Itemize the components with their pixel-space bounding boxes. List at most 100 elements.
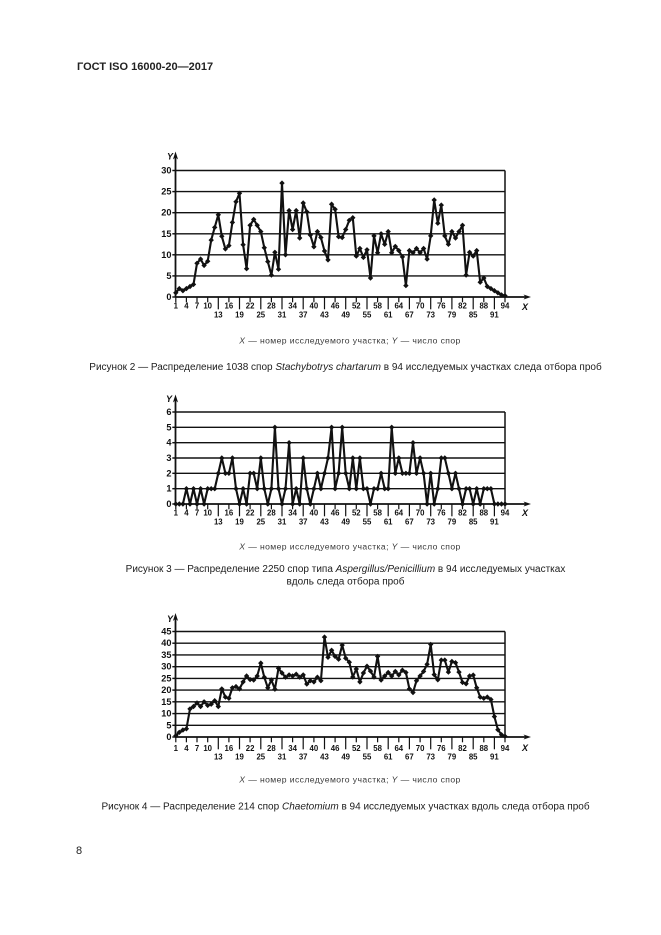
svg-text:70: 70	[416, 509, 425, 518]
svg-text:88: 88	[479, 509, 488, 518]
svg-text:55: 55	[363, 518, 372, 527]
svg-text:91: 91	[490, 753, 499, 762]
svg-text:28: 28	[267, 302, 276, 311]
svg-text:вдоль следа отбора проб: вдоль следа отбора проб	[287, 576, 405, 588]
svg-text:3: 3	[166, 453, 171, 463]
svg-text:X — номер исследуемого участка: X — номер исследуемого участка; Y — числ…	[238, 542, 460, 552]
svg-text:10: 10	[161, 709, 171, 719]
svg-text:70: 70	[416, 744, 425, 753]
svg-text:10: 10	[203, 744, 212, 753]
svg-text:64: 64	[394, 302, 403, 311]
svg-text:2: 2	[166, 468, 171, 478]
svg-text:37: 37	[299, 311, 308, 320]
svg-text:8: 8	[76, 845, 82, 857]
svg-text:0: 0	[166, 292, 171, 302]
svg-text:13: 13	[214, 311, 223, 320]
svg-text:76: 76	[437, 744, 446, 753]
svg-text:94: 94	[501, 744, 510, 753]
svg-text:20: 20	[161, 208, 171, 218]
svg-text:49: 49	[341, 753, 350, 762]
svg-text:16: 16	[225, 744, 234, 753]
svg-text:61: 61	[384, 311, 393, 320]
svg-text:4: 4	[184, 744, 189, 753]
svg-text:45: 45	[161, 627, 171, 637]
svg-text:46: 46	[331, 302, 340, 311]
svg-text:55: 55	[363, 311, 372, 320]
svg-text:7: 7	[195, 302, 199, 311]
svg-text:40: 40	[310, 302, 319, 311]
svg-text:37: 37	[299, 753, 308, 762]
svg-text:19: 19	[235, 518, 244, 527]
svg-text:Y: Y	[166, 394, 173, 404]
svg-text:X: X	[521, 743, 529, 753]
svg-text:73: 73	[426, 753, 435, 762]
svg-text:13: 13	[214, 518, 223, 527]
svg-text:52: 52	[352, 302, 361, 311]
svg-text:43: 43	[320, 518, 329, 527]
svg-text:4: 4	[184, 509, 189, 518]
svg-text:35: 35	[161, 650, 171, 660]
svg-text:ГОСТ ISO 16000-20—2017: ГОСТ ISO 16000-20—2017	[77, 61, 213, 73]
svg-text:67: 67	[405, 753, 414, 762]
svg-text:61: 61	[384, 753, 393, 762]
svg-text:31: 31	[278, 753, 287, 762]
svg-text:58: 58	[373, 509, 382, 518]
svg-text:70: 70	[416, 302, 425, 311]
svg-text:10: 10	[203, 509, 212, 518]
svg-text:4: 4	[166, 438, 172, 448]
svg-text:31: 31	[278, 518, 287, 527]
svg-text:0: 0	[166, 499, 171, 509]
svg-text:82: 82	[458, 302, 467, 311]
svg-text:79: 79	[448, 518, 457, 527]
svg-text:88: 88	[479, 302, 488, 311]
svg-text:25: 25	[256, 311, 265, 320]
svg-text:25: 25	[256, 753, 265, 762]
svg-text:49: 49	[341, 518, 350, 527]
svg-text:76: 76	[437, 302, 446, 311]
svg-text:58: 58	[373, 744, 382, 753]
svg-text:73: 73	[426, 518, 435, 527]
svg-text:30: 30	[161, 662, 171, 672]
svg-text:94: 94	[501, 509, 510, 518]
svg-text:46: 46	[331, 509, 340, 518]
svg-text:85: 85	[469, 518, 478, 527]
svg-text:10: 10	[203, 302, 212, 311]
svg-text:49: 49	[341, 311, 350, 320]
svg-text:19: 19	[235, 311, 244, 320]
svg-text:5: 5	[166, 271, 171, 281]
svg-text:46: 46	[331, 744, 340, 753]
svg-text:94: 94	[501, 302, 510, 311]
svg-text:34: 34	[288, 302, 297, 311]
svg-text:4: 4	[184, 302, 189, 311]
svg-text:82: 82	[458, 744, 467, 753]
svg-text:85: 85	[469, 311, 478, 320]
svg-text:Рисунок 4 — Распределение 214: Рисунок 4 — Распределение 214 спор Chaet…	[101, 801, 589, 813]
svg-text:7: 7	[195, 509, 199, 518]
svg-text:5: 5	[166, 422, 171, 432]
svg-text:1: 1	[174, 302, 179, 311]
svg-text:X: X	[521, 508, 529, 518]
svg-text:34: 34	[288, 509, 297, 518]
svg-text:X — номер исследуемого участка: X — номер исследуемого участка; Y — числ…	[238, 336, 460, 346]
svg-text:43: 43	[320, 753, 329, 762]
svg-text:22: 22	[246, 509, 255, 518]
svg-text:25: 25	[161, 187, 171, 197]
svg-text:67: 67	[405, 518, 414, 527]
svg-text:34: 34	[288, 744, 297, 753]
svg-text:61: 61	[384, 518, 393, 527]
svg-text:79: 79	[448, 753, 457, 762]
svg-text:40: 40	[161, 638, 171, 648]
svg-text:Y: Y	[167, 152, 174, 162]
svg-text:Y: Y	[167, 614, 174, 624]
svg-text:13: 13	[214, 753, 223, 762]
svg-text:25: 25	[256, 518, 265, 527]
svg-text:25: 25	[161, 673, 171, 683]
svg-text:28: 28	[267, 744, 276, 753]
svg-text:40: 40	[310, 509, 319, 518]
svg-text:67: 67	[405, 311, 414, 320]
svg-text:85: 85	[469, 753, 478, 762]
svg-text:64: 64	[394, 509, 403, 518]
svg-text:16: 16	[225, 302, 234, 311]
svg-text:10: 10	[161, 250, 171, 260]
svg-text:X: X	[521, 302, 529, 312]
